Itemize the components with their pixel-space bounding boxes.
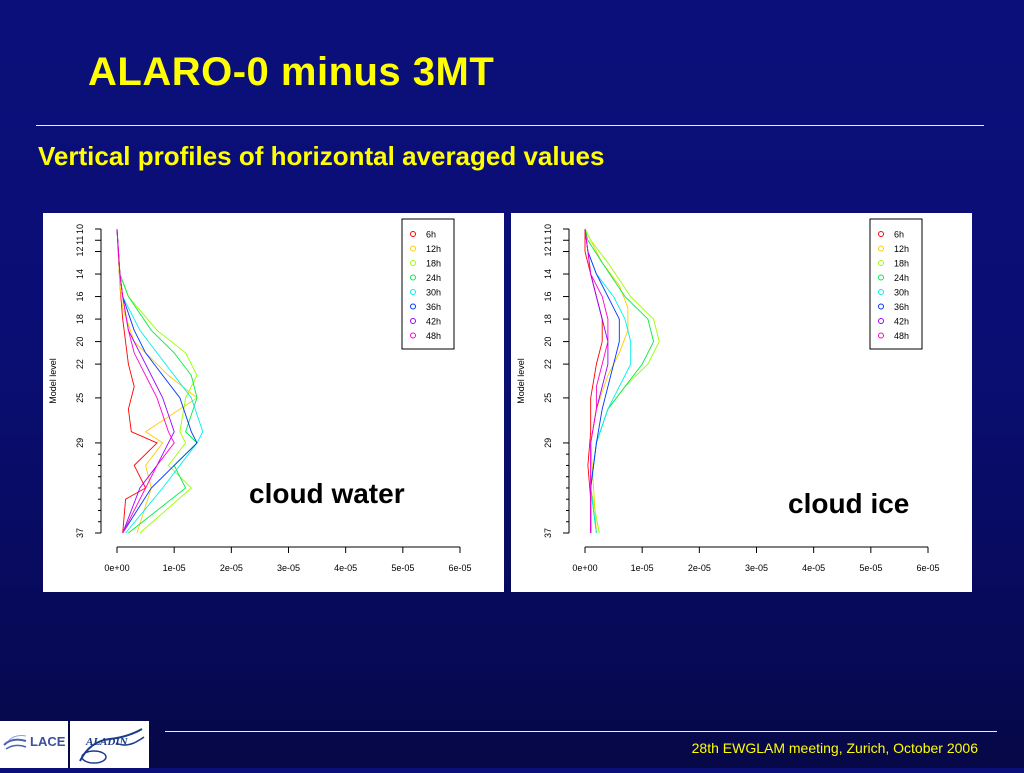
- legend-marker: [878, 245, 884, 252]
- legend-marker: [410, 245, 416, 252]
- x-tick-label: 6e-05: [916, 563, 939, 573]
- y-tick-label: 37: [75, 528, 85, 538]
- legend-marker: [410, 260, 416, 266]
- y-tick-label: 16: [543, 292, 553, 302]
- y-tick-label: 25: [75, 393, 85, 403]
- legend-marker: [878, 274, 884, 281]
- legend-marker: [878, 332, 884, 339]
- series-line-24h: [584, 228, 655, 534]
- x-tick-label: 5e-05: [391, 563, 414, 573]
- legend-label: 24h: [894, 273, 909, 283]
- series-line-48h: [116, 228, 175, 534]
- lace-logo: LACE: [0, 721, 68, 768]
- legend-box: [869, 218, 923, 350]
- y-axis-title: Model level: [516, 358, 526, 404]
- legend-marker: [878, 289, 884, 295]
- x-tick-label: 2e-05: [220, 563, 243, 573]
- aladin-lamp-icon: ALADIN: [79, 728, 145, 764]
- legend-marker: [410, 289, 416, 295]
- y-tick-label: 22: [543, 359, 553, 369]
- slide-subtitle: Vertical profiles of horizontal averaged…: [38, 141, 605, 171]
- x-tick-label: 1e-05: [163, 563, 186, 573]
- legend-marker: [410, 318, 416, 324]
- aladin-logo: ALADIN: [70, 721, 149, 768]
- y-tick-label: 16: [75, 292, 85, 302]
- legend-marker: [410, 332, 416, 339]
- footer-divider: [165, 731, 997, 732]
- y-tick-label: 10: [75, 224, 85, 234]
- cloud-ice-chart: 10 11 12 14 16 18 20 22 25 29 37 Model level 0e+00 1e…: [516, 218, 940, 573]
- legend-marker: [878, 260, 884, 266]
- legend-marker: [410, 303, 416, 310]
- cloud-ice-chart-panel: 10 11 12 14 16 18 20 22 25 29 37 Model level 0e+00 1e…: [511, 213, 972, 592]
- legend-label: 18h: [426, 259, 441, 269]
- y-tick-label: 37: [543, 528, 553, 538]
- y-tick-label: 12: [75, 247, 85, 257]
- aladin-logo-text: ALADIN: [85, 736, 129, 748]
- x-tick-label: 2e-05: [688, 563, 711, 573]
- legend-marker: [878, 231, 884, 237]
- y-tick-label: 22: [75, 359, 85, 369]
- cloud-water-label: cloud water: [249, 478, 405, 509]
- y-tick-label: 18: [543, 314, 553, 324]
- y-tick-label: 20: [543, 337, 553, 347]
- y-tick-label: 10: [543, 224, 553, 234]
- x-tick-label: 5e-05: [859, 563, 882, 573]
- cloud-ice-label: cloud ice: [788, 488, 910, 519]
- x-tick-label: 4e-05: [334, 563, 357, 573]
- y-tick-label: 14: [75, 269, 85, 279]
- y-tick-label: 18: [75, 314, 85, 324]
- legend-label: 48h: [894, 331, 909, 341]
- x-tick-label: 0e+00: [104, 563, 129, 573]
- lace-swirl-icon: [3, 735, 27, 750]
- legend-label: 30h: [894, 288, 909, 298]
- x-tick-label: 3e-05: [745, 563, 768, 573]
- cloud-water-chart-panel: 10 11 12 14 16 18 20 22 25 29 37 Model level 0e+00 1e…: [43, 213, 504, 592]
- x-tick-label: 1e-05: [631, 563, 654, 573]
- y-tick-label: 14: [543, 269, 553, 279]
- y-tick-label: 29: [75, 438, 85, 448]
- footer-text: 28th EWGLAM meeting, Zurich, October 200…: [691, 740, 978, 756]
- y-tick-label: 29: [543, 438, 553, 448]
- legend-label: 36h: [426, 302, 441, 312]
- legend-label: 6h: [894, 230, 904, 240]
- legend-marker: [410, 231, 416, 237]
- legend-label: 24h: [426, 273, 441, 283]
- y-tick-label: 20: [75, 337, 85, 347]
- legend-label: 6h: [426, 230, 436, 240]
- series-line-24h: [116, 228, 198, 534]
- x-tick-label: 4e-05: [802, 563, 825, 573]
- series-line-36h: [584, 228, 620, 533]
- x-tick-label: 0e+00: [572, 563, 597, 573]
- x-tick-label: 3e-05: [277, 563, 300, 573]
- title-divider: [36, 125, 984, 126]
- legend-label: 42h: [894, 317, 909, 327]
- legend-label: 12h: [894, 244, 909, 254]
- legend-label: 36h: [894, 302, 909, 312]
- series-line-6h: [584, 229, 603, 533]
- y-axis-title: Model level: [48, 358, 58, 404]
- slide-title: ALARO-0 minus 3MT: [88, 50, 495, 94]
- legend-marker: [410, 274, 416, 281]
- series-line-30h: [116, 228, 204, 534]
- series-line-30h: [584, 228, 632, 534]
- legend-label: 12h: [426, 244, 441, 254]
- legend-label: 30h: [426, 288, 441, 298]
- legend-label: 18h: [894, 259, 909, 269]
- y-tick-label: 11: [75, 236, 85, 245]
- cloud-water-chart: 10 11 12 14 16 18 20 22 25 29 37 Model level 0e+00 1e…: [48, 218, 472, 573]
- x-tick-label: 6e-05: [448, 563, 471, 573]
- series-line-48h: [584, 228, 609, 533]
- legend-label: 42h: [426, 317, 441, 327]
- y-tick-label: 25: [543, 393, 553, 403]
- y-tick-label: 12: [543, 247, 553, 257]
- legend-marker: [878, 303, 884, 310]
- lace-logo-text: LACE: [30, 734, 66, 749]
- series-line-6h: [116, 228, 158, 534]
- y-tick-label: 11: [543, 236, 553, 245]
- legend-label: 48h: [426, 331, 441, 341]
- legend-marker: [878, 318, 884, 324]
- legend-box: [401, 218, 455, 350]
